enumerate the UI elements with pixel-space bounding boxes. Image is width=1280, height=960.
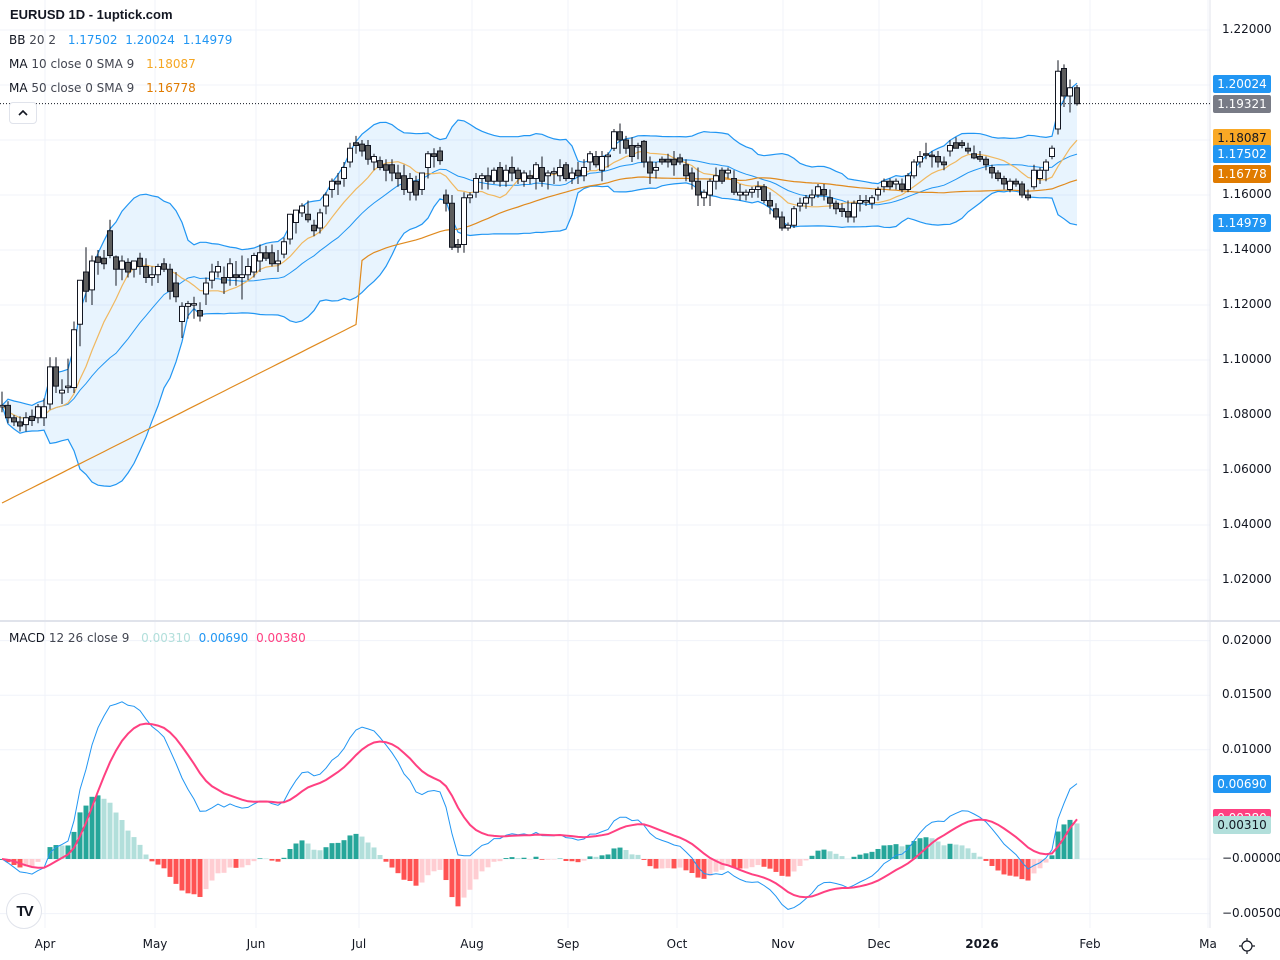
macd-tick: 0.01000 xyxy=(1222,741,1272,756)
time-tick: Apr xyxy=(34,937,56,951)
legend-ma10-name: MA xyxy=(9,57,28,71)
bb-lower-line xyxy=(1,182,1078,488)
legend-bb-params: 20 2 xyxy=(29,33,57,47)
price-tick: 1.08000 xyxy=(1222,407,1272,421)
price-tick: 1.22000 xyxy=(1222,22,1272,36)
tv-logo-icon: TV xyxy=(16,902,33,920)
macd-histogram xyxy=(0,795,1080,907)
legend-bb[interactable]: BB 20 2 1.17502 1.20024 1.14979 xyxy=(9,33,232,47)
chevron-up-icon xyxy=(18,107,28,119)
legend-ma10-params: 10 close 0 SMA 9 xyxy=(31,57,135,71)
settings-gear-icon[interactable] xyxy=(1238,937,1256,955)
price-tick: 1.06000 xyxy=(1222,462,1272,476)
price-tick: 1.16000 xyxy=(1222,187,1272,201)
legend-macd-name: MACD xyxy=(9,631,45,645)
macd-tag: 0.00690 xyxy=(1213,774,1271,793)
bb-lower-tag: 1.14979 xyxy=(1213,214,1271,233)
time-tick: Jul xyxy=(351,937,367,951)
chart-title: EURUSD 1D - 1uptick.com xyxy=(10,7,173,22)
legend-ma50-value: 1.16778 xyxy=(146,81,196,95)
legend-ma10-value: 1.18087 xyxy=(146,57,196,71)
ma50-tag: 1.16778 xyxy=(1213,164,1271,183)
legend-ma10[interactable]: MA 10 close 0 SMA 9 1.18087 xyxy=(9,57,196,71)
time-tick: Sep xyxy=(556,937,580,951)
time-tick: Ma xyxy=(1199,937,1217,951)
ma50-line xyxy=(1,176,1078,504)
bb-basis-tag: 1.17502 xyxy=(1213,144,1271,163)
time-tick: Jun xyxy=(246,937,266,951)
histogram-tag: 0.00310 xyxy=(1213,816,1271,835)
price-tick: 1.04000 xyxy=(1222,517,1272,531)
legend-macd-signal: 0.00380 xyxy=(256,631,306,645)
grid xyxy=(0,0,1210,928)
ma10-tag: 1.18087 xyxy=(1213,128,1271,147)
macd-tick: 0.02000 xyxy=(1222,632,1272,647)
time-tick: May xyxy=(142,937,168,951)
price-tick: 1.12000 xyxy=(1222,297,1272,311)
macd-line xyxy=(1,701,1078,910)
collapse-legend-button[interactable] xyxy=(9,102,37,124)
price-tick: 1.10000 xyxy=(1222,352,1272,366)
time-tick: Dec xyxy=(867,937,891,951)
legend-ma50[interactable]: MA 50 close 0 SMA 9 1.16778 xyxy=(9,81,196,95)
legend-macd-params: 12 26 close 9 xyxy=(48,631,130,645)
legend-macd-value: 0.00690 xyxy=(198,631,249,645)
time-tick: Oct xyxy=(666,937,688,951)
tradingview-logo[interactable]: TV xyxy=(6,893,42,929)
candles xyxy=(0,60,1080,432)
time-tick: 2026 xyxy=(965,937,999,951)
legend-bb-upper: 1.20024 xyxy=(125,33,175,47)
time-tick: Nov xyxy=(771,937,795,951)
legend-ma50-name: MA xyxy=(9,81,28,95)
price-tick: 1.02000 xyxy=(1222,572,1272,586)
bb-fill xyxy=(2,83,1077,487)
legend-bb-name: BB xyxy=(9,33,26,47)
bb-upper-line xyxy=(1,82,1078,407)
price-tick: 1.14000 xyxy=(1222,242,1272,256)
macd-tick: −0.00000 xyxy=(1222,851,1280,865)
legend-macd[interactable]: MACD 12 26 close 9 0.00310 0.00690 0.003… xyxy=(9,631,306,645)
legend-macd-hist: 0.00310 xyxy=(141,631,191,645)
bb-upper-tag: 1.20024 xyxy=(1213,75,1271,94)
time-tick: Feb xyxy=(1079,937,1101,951)
legend-bb-lower: 1.14979 xyxy=(182,33,233,47)
last-price-tag: 1.19321 xyxy=(1213,94,1271,113)
time-tick: Aug xyxy=(460,937,484,951)
macd-tick: −0.00500 xyxy=(1222,905,1280,920)
signal-line xyxy=(1,722,1078,899)
bb-basis-line xyxy=(1,153,1078,419)
legend-bb-basis: 1.17502 xyxy=(67,33,118,47)
macd-tick: 0.01500 xyxy=(1222,687,1272,702)
legend-ma50-params: 50 close 0 SMA 9 xyxy=(31,81,135,95)
